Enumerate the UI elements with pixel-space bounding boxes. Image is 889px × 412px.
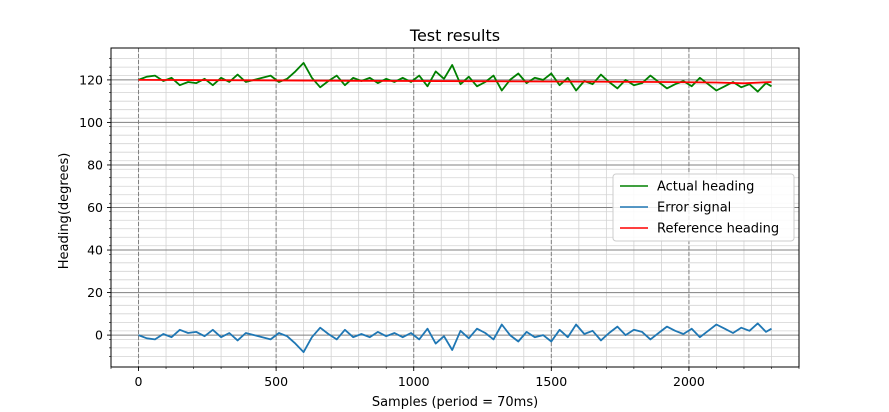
legend: Actual heading Error signal Reference he… (612, 173, 795, 242)
y-tick-label: 100 (79, 115, 103, 130)
y-tick-label: 60 (87, 200, 103, 215)
y-tick-label: 80 (87, 157, 103, 172)
y-axis-label: Heading(degrees) (57, 153, 72, 270)
legend-box (612, 173, 795, 242)
x-tick-label: 500 (264, 374, 288, 389)
x-tick-label: 2000 (673, 374, 705, 389)
legend-label-actual: Actual heading (657, 180, 754, 195)
x-tick-label: 1000 (398, 374, 430, 389)
y-tick-label: 40 (87, 243, 103, 258)
series-line-reference-heading (138, 79, 772, 85)
legend-label-reference: Reference heading (657, 222, 779, 237)
y-tick-label: 0 (95, 328, 103, 343)
x-axis-label: Samples (period = 70ms) (372, 395, 538, 410)
y-tick-label: 120 (79, 72, 103, 87)
series-line-error-signal (138, 322, 772, 354)
chart-title: Test results (409, 26, 500, 45)
tick-layer: 0 500 1000 1500 2000 0 20 40 60 80 100 120 (79, 58, 800, 389)
legend-label-error: Error signal (657, 201, 731, 216)
x-tick-label: 1500 (535, 374, 567, 389)
y-tick-label: 20 (87, 285, 103, 300)
series-layer (138, 62, 772, 354)
x-tick-label: 0 (135, 374, 143, 389)
